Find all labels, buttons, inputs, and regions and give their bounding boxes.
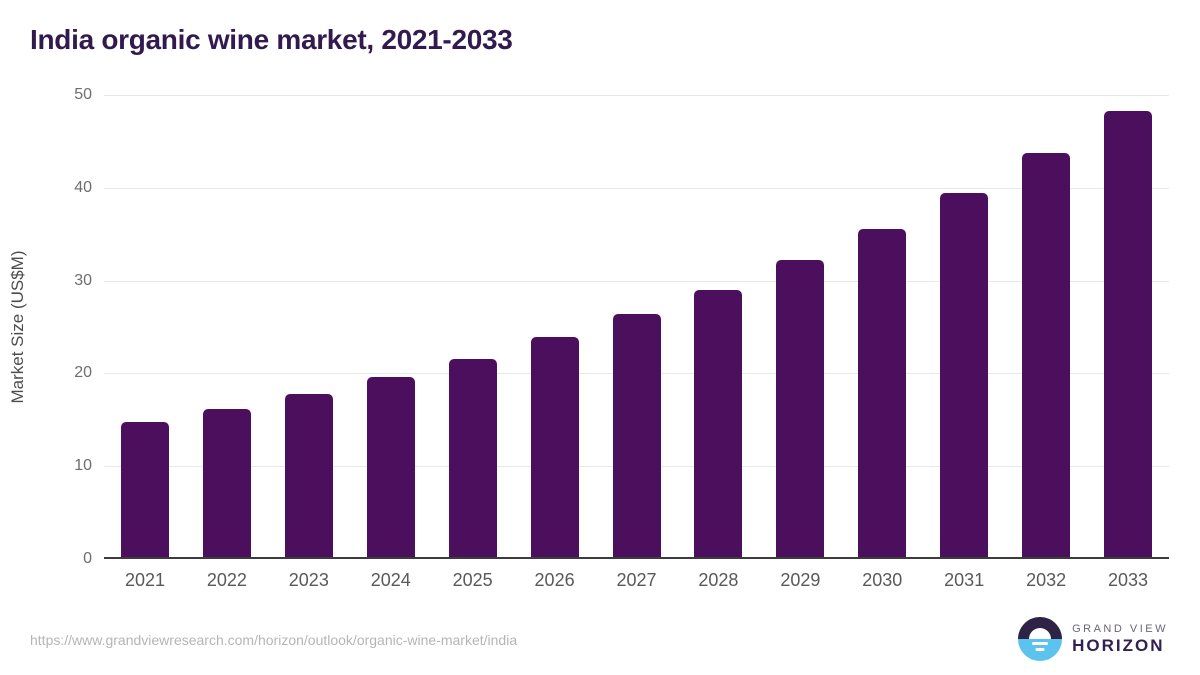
chart-title: India organic wine market, 2021-2033 [30,24,513,55]
x-tick-2025: 2025 [452,570,493,590]
logo-reflection-line [1035,648,1045,651]
bar-2031[interactable] [940,193,989,557]
x-tick-2023: 2023 [288,570,329,590]
gridline-40 [104,187,1169,189]
plot-area [104,95,1169,559]
horizon-sun-icon [1018,617,1063,661]
logo-reflection-line [1032,642,1049,645]
bar-2029[interactable] [776,260,825,557]
bar-2032[interactable] [1022,153,1071,557]
logo-dome-shape [1029,628,1052,639]
gridline-30 [104,280,1169,282]
bar-2022[interactable] [202,408,251,557]
bar-2025[interactable] [448,359,497,557]
brand-name-bottom: HORIZON [1072,635,1165,655]
x-tick-2022: 2022 [206,570,247,590]
x-tick-2030: 2030 [862,570,903,590]
x-tick-2033: 2033 [1108,570,1149,590]
y-tick-50: 50 [74,86,92,103]
y-tick-20: 20 [74,364,92,382]
brand-name-top: GRAND VIEW [1072,622,1168,635]
x-tick-2024: 2024 [370,570,411,590]
bar-2023[interactable] [284,393,333,557]
brand-logo: GRAND VIEW HORIZON [1018,617,1168,661]
x-tick-2029: 2029 [780,570,821,590]
x-tick-2028: 2028 [698,570,739,590]
bar-2028[interactable] [694,289,743,557]
bar-2021[interactable] [120,421,169,557]
x-tick-2027: 2027 [616,570,657,590]
source-url[interactable]: https://www.grandviewresearch.com/horizo… [30,632,518,648]
y-tick-30: 30 [74,271,92,289]
x-tick-2031: 2031 [944,570,985,590]
x-tick-2026: 2026 [534,570,575,590]
y-tick-40: 40 [74,178,92,196]
brand-wordmark: GRAND VIEW HORIZON [1072,623,1168,655]
y-tick-0: 0 [83,550,92,567]
y-tick-10: 10 [74,457,92,475]
y-axis-title: Market Size (US$M) [8,250,27,404]
bar-2024[interactable] [366,376,415,557]
x-tick-2032: 2032 [1026,570,1067,590]
bar-2027[interactable] [612,313,661,557]
bar-2033[interactable] [1104,110,1153,557]
bar-2026[interactable] [530,337,579,557]
x-tick-2021: 2021 [124,570,165,590]
gridline-50 [104,95,1169,96]
bar-2030[interactable] [858,228,907,557]
